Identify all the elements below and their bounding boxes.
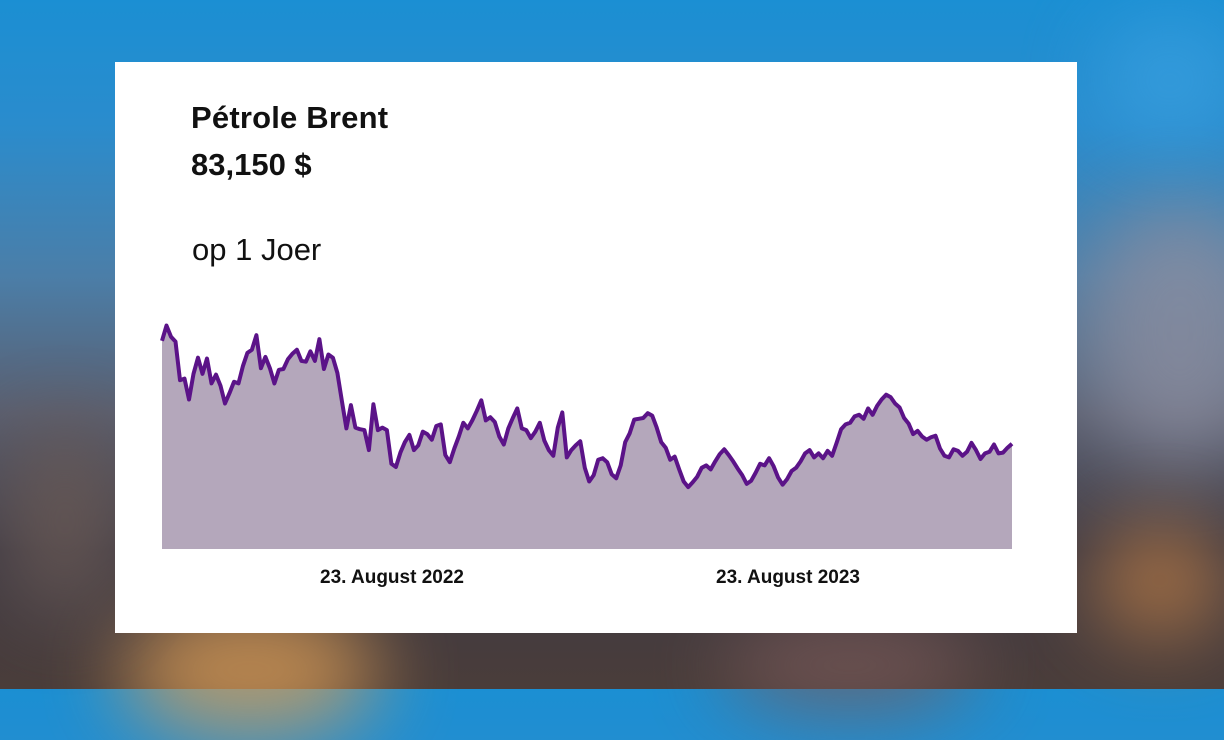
- x-tick-label: 23. August 2023: [716, 567, 860, 588]
- instrument-title: Pétrole Brent: [191, 100, 389, 135]
- background-blur-blob: [0, 420, 130, 620]
- price-chart: 23. August 2022 23. August 2023: [160, 323, 1014, 588]
- background-blur-blob: [1100, 20, 1224, 140]
- background-blur-blob: [1080, 200, 1224, 460]
- price-line: [160, 323, 1014, 490]
- price-area: [162, 325, 1012, 549]
- background-blur-blob: [1090, 520, 1224, 640]
- background-blur-blob: [720, 620, 980, 710]
- quote-card: Pétrole Brent 83,150 $ op 1 Joer 23. Aug…: [115, 62, 1077, 633]
- current-price: 83,150 $: [191, 147, 312, 182]
- period-label: op 1 Joer: [192, 232, 322, 267]
- x-tick-label: 23. August 2022: [320, 567, 464, 588]
